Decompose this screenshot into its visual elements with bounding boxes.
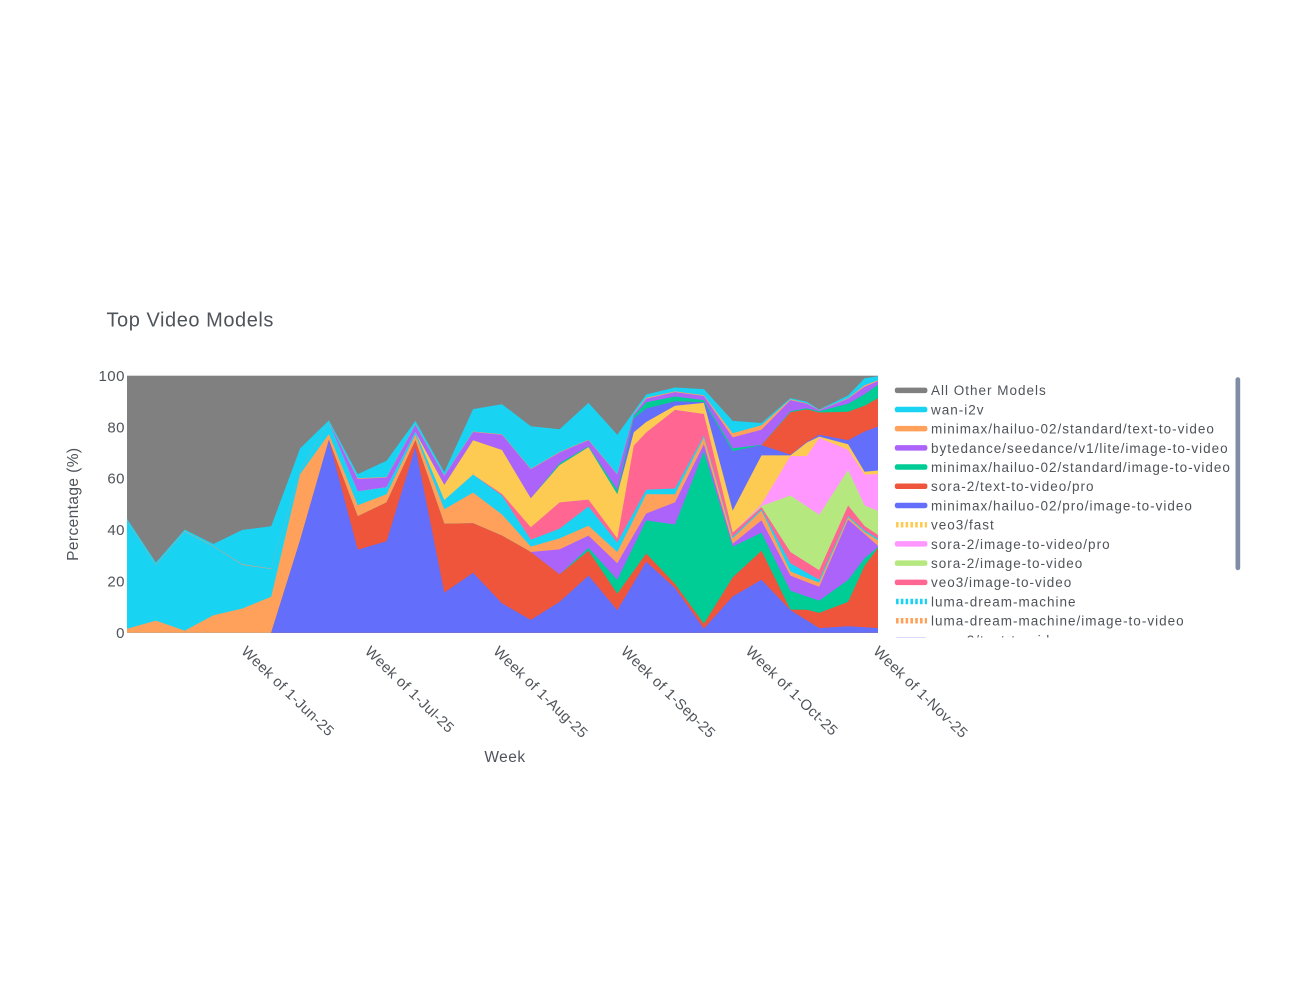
svg-text:80: 80 — [107, 419, 125, 436]
svg-text:All Other Models: All Other Models — [931, 383, 1047, 398]
svg-text:60: 60 — [107, 471, 125, 488]
svg-text:100: 100 — [98, 368, 125, 385]
svg-text:luma-dream-machine/image-to-vi: luma-dream-machine/image-to-video — [931, 614, 1185, 629]
svg-text:Week of 1-Jun-25: Week of 1-Jun-25 — [238, 644, 337, 740]
svg-text:Week of 1-Sep-25: Week of 1-Sep-25 — [617, 644, 718, 742]
svg-text:sora-2/image-to-video/pro: sora-2/image-to-video/pro — [931, 537, 1111, 552]
svg-text:minimax/hailuo-02/pro/image-to: minimax/hailuo-02/pro/image-to-video — [931, 498, 1193, 513]
svg-text:minimax/hailuo-02/standard/ima: minimax/hailuo-02/standard/image-to-vide… — [931, 460, 1231, 475]
svg-text:20: 20 — [107, 574, 125, 591]
svg-text:Top Video Models: Top Video Models — [107, 310, 274, 332]
svg-text:sora-2/text-to-video: sora-2/text-to-video — [931, 633, 1067, 648]
svg-text:veo3/fast: veo3/fast — [931, 518, 995, 533]
svg-text:bytedance/seedance/v1/lite/ima: bytedance/seedance/v1/lite/image-to-vide… — [931, 441, 1229, 456]
svg-text:Percentage (%): Percentage (%) — [65, 448, 82, 561]
svg-text:40: 40 — [107, 522, 125, 539]
svg-text:Week of 1-Oct-25: Week of 1-Oct-25 — [742, 644, 840, 740]
svg-text:sora-2/text-to-video/pro: sora-2/text-to-video/pro — [931, 479, 1095, 494]
svg-text:Week of 1-Aug-25: Week of 1-Aug-25 — [490, 644, 591, 742]
svg-text:Week of 1-Jul-25: Week of 1-Jul-25 — [361, 644, 456, 737]
svg-text:wan-i2v: wan-i2v — [930, 402, 985, 417]
svg-text:Week of 1-Nov-25: Week of 1-Nov-25 — [870, 644, 971, 742]
svg-text:veo3/image-to-video: veo3/image-to-video — [931, 575, 1072, 590]
svg-text:minimax/hailuo-02/standard/tex: minimax/hailuo-02/standard/text-to-video — [931, 422, 1215, 437]
svg-text:sora-2/image-to-video: sora-2/image-to-video — [931, 556, 1083, 571]
svg-text:0: 0 — [116, 625, 125, 642]
svg-text:luma-dream-machine: luma-dream-machine — [931, 594, 1077, 609]
svg-text:Week: Week — [484, 749, 525, 766]
